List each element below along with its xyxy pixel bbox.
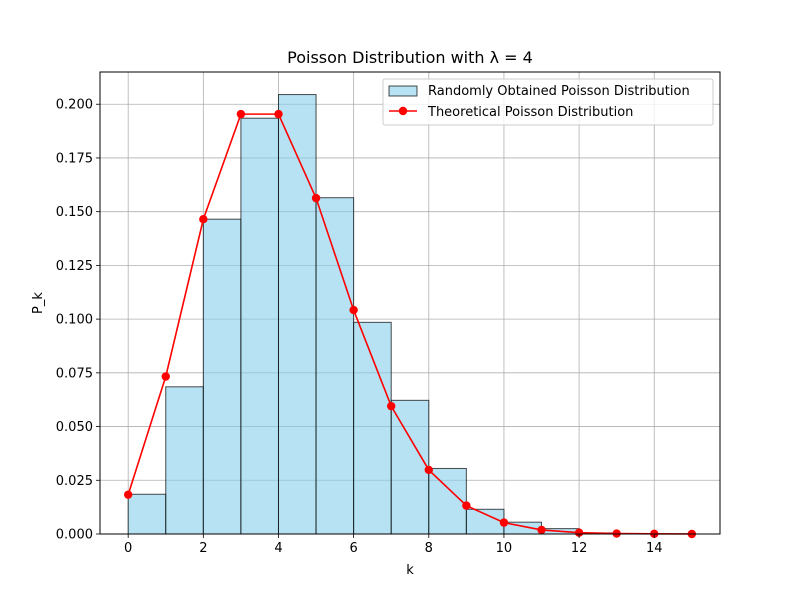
histogram-bar <box>390 399 430 535</box>
histogram-bar <box>127 493 167 535</box>
theoretical-point <box>274 109 283 119</box>
y-tick-label: 0.200 <box>56 98 93 113</box>
theoretical-line <box>127 113 692 535</box>
chart-title: Poisson Distribution with λ = 4 <box>287 48 533 67</box>
x-axis-label: k <box>406 563 414 578</box>
histogram-bar <box>240 117 279 535</box>
legend: Randomly Obtained Poisson Distribution T… <box>382 78 714 126</box>
legend-line-label: Theoretical Poisson Distribution <box>427 105 633 120</box>
y-tick-label: 0.000 <box>56 528 93 543</box>
legend-line-marker <box>398 106 408 116</box>
x-tick-label: 2 <box>199 541 207 556</box>
histogram-bar <box>277 94 317 535</box>
y-tick-label: 0.075 <box>56 366 93 381</box>
theoretical-point <box>236 109 246 119</box>
y-tick-label: 0.125 <box>56 259 93 274</box>
theoretical-point <box>499 518 509 527</box>
legend-box <box>382 78 714 126</box>
histogram-bar <box>202 218 242 535</box>
histogram-bar <box>353 321 392 535</box>
histogram-bar <box>465 508 505 535</box>
theoretical-point <box>537 525 546 535</box>
plot-frame <box>99 71 721 535</box>
histogram-bar <box>165 386 204 535</box>
y-tick-label: 0.050 <box>56 420 93 435</box>
legend-histogram-label: Randomly Obtained Poisson Distribution <box>428 84 690 99</box>
x-tick-label: 14 <box>646 541 663 556</box>
y-tick-label: 0.025 <box>56 474 93 489</box>
y-tick-label: 0.150 <box>56 205 93 220</box>
theoretical-point <box>574 528 584 537</box>
theoretical-point <box>161 372 170 381</box>
y-tick-label: 0.100 <box>56 313 93 328</box>
theoretical-point <box>424 465 433 475</box>
x-tick-label: 8 <box>425 541 433 556</box>
theoretical-point <box>349 305 358 315</box>
theoretical-point <box>123 490 133 499</box>
theoretical-point <box>462 501 471 510</box>
x-tick-label: 10 <box>496 541 513 556</box>
y-tick-label: 0.175 <box>56 151 93 166</box>
theoretical-line-series <box>123 109 697 539</box>
theoretical-point <box>387 401 396 411</box>
x-tick-label: 0 <box>124 541 132 556</box>
histogram-bars <box>127 94 693 535</box>
theoretical-point <box>311 193 321 203</box>
y-axis-label: P_k <box>31 292 46 314</box>
theoretical-point <box>199 214 208 224</box>
x-tick-label: 4 <box>274 541 282 556</box>
legend-histogram-swatch <box>388 85 418 97</box>
x-tick-label: 6 <box>349 541 357 556</box>
x-tick-label: 12 <box>571 541 588 556</box>
histogram-bar <box>315 197 355 535</box>
axis-ticks: 0 2 4 6 8 10 12 14 0.000 0.025 0.050 0.075 0.100 0.12… <box>56 98 663 556</box>
histogram-bar <box>428 467 467 535</box>
